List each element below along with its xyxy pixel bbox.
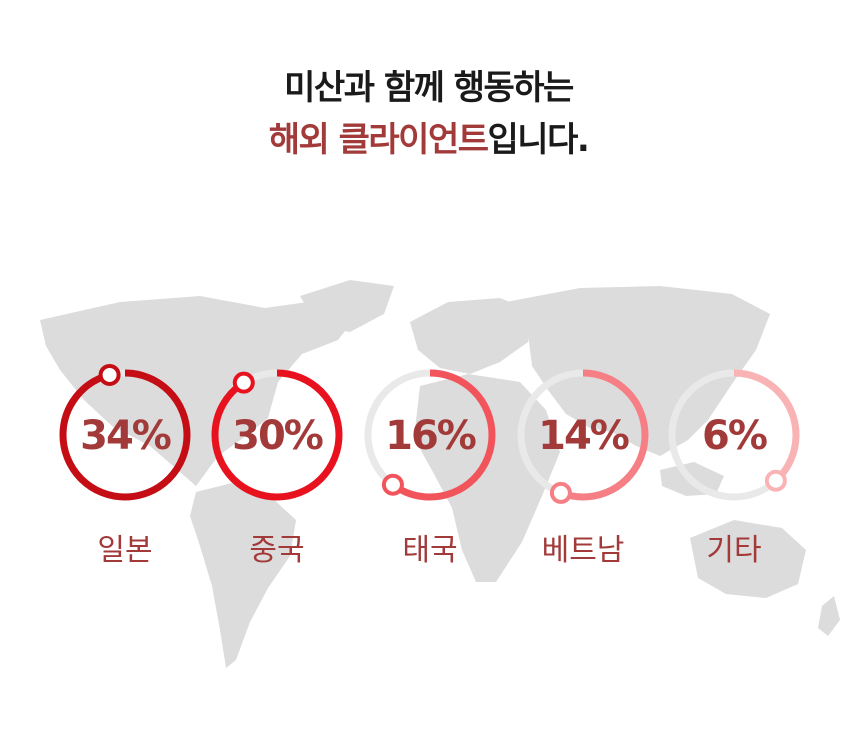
ring-group-4: 6% 기타 [668,369,800,568]
europe-shape [410,298,534,374]
ring-end-marker [98,363,121,386]
heading-highlight: 해외 클라이언트 [268,120,489,160]
greenland-shape [300,280,394,332]
heading-line-1: 미산과 함께 행동하는 [284,68,574,108]
ring-group-3: 14% 베트남 [517,369,649,568]
australia-shape [690,520,806,598]
ring-end-marker [764,469,787,492]
ring-category-label: 태국 [402,533,457,568]
ring-end-marker [549,481,572,504]
south-america-shape [190,482,296,668]
ring-arc [517,369,649,501]
ring-group-2: 16% 태국 [364,369,496,568]
ring-arc [59,369,191,501]
country-share-chart: 34% 일본 30% 중국 16% 태국 14% 베트남 6% 기타 [59,363,800,568]
page-heading: 미산과 함께 행동하는 해외 클라이언트입니다. [0,62,857,166]
asia-shape [506,286,770,456]
ring-category-label: 일본 [97,533,152,568]
ring-value-label: 14% [538,413,629,459]
north-america-shape [40,296,360,486]
ring-value-label: 16% [385,413,476,459]
new-zealand-shape [818,596,840,636]
ring-group-0: 34% 일본 [59,363,191,568]
heading-rest: 입니다. [487,120,590,160]
ring-end-marker [232,371,255,394]
heading-line-2: 해외 클라이언트입니다. [0,114,857,166]
ring-end-marker [381,473,404,496]
ring-arc [668,369,800,501]
ring-value-label: 30% [232,413,323,459]
ring-arc [364,369,496,501]
ring-arc [211,369,343,501]
ring-category-label: 베트남 [542,533,625,568]
ring-value-label: 6% [702,413,767,459]
ring-category-label: 중국 [249,533,304,568]
ring-value-label: 34% [80,413,171,459]
ring-category-label: 기타 [706,533,761,568]
ring-group-1: 30% 중국 [211,369,343,568]
